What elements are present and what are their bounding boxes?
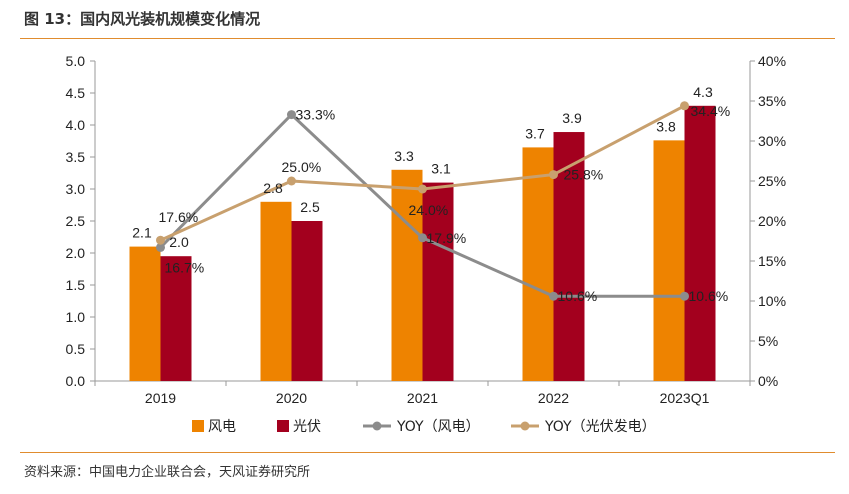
bar-label-wind: 3.3 xyxy=(394,148,414,164)
y-right-tick-label: 5% xyxy=(758,333,778,349)
legend-label: 光伏 xyxy=(293,419,321,435)
y-left-tick-label: 3.0 xyxy=(66,181,86,197)
y-right-tick-label: 25% xyxy=(758,173,786,189)
x-tick-label: 2019 xyxy=(145,390,176,406)
yoy-solar-label: 25.8% xyxy=(564,167,604,183)
yoy-solar-label: 17.6% xyxy=(159,209,199,225)
bar-wind xyxy=(522,147,554,381)
yoy-wind-label: 10.6% xyxy=(558,288,598,304)
point-yoy-wind xyxy=(549,291,558,301)
title-divider xyxy=(20,38,835,39)
legend-label: YOY（风电） xyxy=(396,419,480,435)
point-yoy-solar xyxy=(287,176,296,186)
footer-divider xyxy=(20,452,835,453)
bar-wind xyxy=(653,140,685,381)
y-left-tick-label: 1.0 xyxy=(66,309,86,325)
y-right-tick-label: 0% xyxy=(758,373,778,389)
point-yoy-solar xyxy=(549,170,558,180)
legend-marker xyxy=(372,421,382,431)
y-left-tick-label: 2.0 xyxy=(66,245,86,261)
source-note: 资料来源：中国电力企业联合会，天风证券研究所 xyxy=(24,465,311,480)
bar-solar xyxy=(684,105,716,382)
y-left-tick-label: 4.0 xyxy=(66,117,86,133)
y-right-tick-label: 40% xyxy=(758,53,786,69)
y-left-tick-label: 1.5 xyxy=(66,277,86,293)
yoy-solar-label: 34.4% xyxy=(691,103,731,119)
y-right-tick-label: 10% xyxy=(758,293,786,309)
legend-label: YOY（光伏发电） xyxy=(544,419,656,435)
bar-solar xyxy=(422,182,454,381)
y-left-tick-label: 0.5 xyxy=(66,341,86,357)
x-tick-label: 2020 xyxy=(276,390,307,406)
point-yoy-wind xyxy=(680,291,689,301)
y-left-tick-label: 2.5 xyxy=(66,213,86,229)
bar-label-solar: 2.0 xyxy=(169,234,189,250)
y-right-tick-label: 15% xyxy=(758,253,786,269)
bar-label-wind: 2.1 xyxy=(132,225,152,241)
bar-label-solar: 2.5 xyxy=(300,199,320,215)
y-left-tick-label: 0.0 xyxy=(66,373,86,389)
yoy-wind-label: 10.6% xyxy=(689,288,729,304)
yoy-wind-label: 33.3% xyxy=(296,107,336,123)
bar-label-solar: 4.3 xyxy=(693,84,713,100)
bar-wind xyxy=(260,201,292,381)
bar-label-wind: 3.7 xyxy=(525,125,545,141)
yoy-solar-label: 24.0% xyxy=(409,202,449,218)
bar-label-wind: 2.8 xyxy=(263,180,283,196)
x-tick-label: 2021 xyxy=(407,390,438,406)
x-tick-label: 2022 xyxy=(538,390,569,406)
bar-label-wind: 3.8 xyxy=(656,118,676,134)
point-yoy-solar xyxy=(418,184,427,194)
legend-swatch xyxy=(192,420,204,432)
point-yoy-solar xyxy=(680,101,689,111)
y-right-tick-label: 35% xyxy=(758,93,786,109)
yoy-wind-label: 16.7% xyxy=(165,259,205,275)
bar-wind xyxy=(391,169,423,381)
point-yoy-wind xyxy=(156,242,165,252)
figure-title: 图 13：国内风光装机规模变化情况 xyxy=(24,10,261,28)
y-left-tick-label: 4.5 xyxy=(66,85,86,101)
point-yoy-solar xyxy=(156,235,165,245)
point-yoy-wind xyxy=(287,110,296,120)
y-left-tick-label: 3.5 xyxy=(66,149,86,165)
point-yoy-wind xyxy=(418,233,427,243)
y-right-tick-label: 30% xyxy=(758,133,786,149)
legend-label: 风电 xyxy=(208,419,236,435)
yoy-solar-label: 25.0% xyxy=(282,159,322,175)
bar-label-solar: 3.9 xyxy=(562,110,582,126)
legend-swatch xyxy=(277,420,289,432)
x-tick-label: 2023Q1 xyxy=(660,390,710,406)
bar-label-solar: 3.1 xyxy=(431,161,451,177)
y-right-tick-label: 20% xyxy=(758,213,786,229)
bar-solar xyxy=(160,256,192,381)
bar-solar xyxy=(291,221,323,381)
bar-wind xyxy=(129,246,161,381)
legend-marker xyxy=(520,421,530,431)
y-left-tick-label: 5.0 xyxy=(66,53,86,69)
yoy-wind-label: 17.9% xyxy=(427,230,467,246)
